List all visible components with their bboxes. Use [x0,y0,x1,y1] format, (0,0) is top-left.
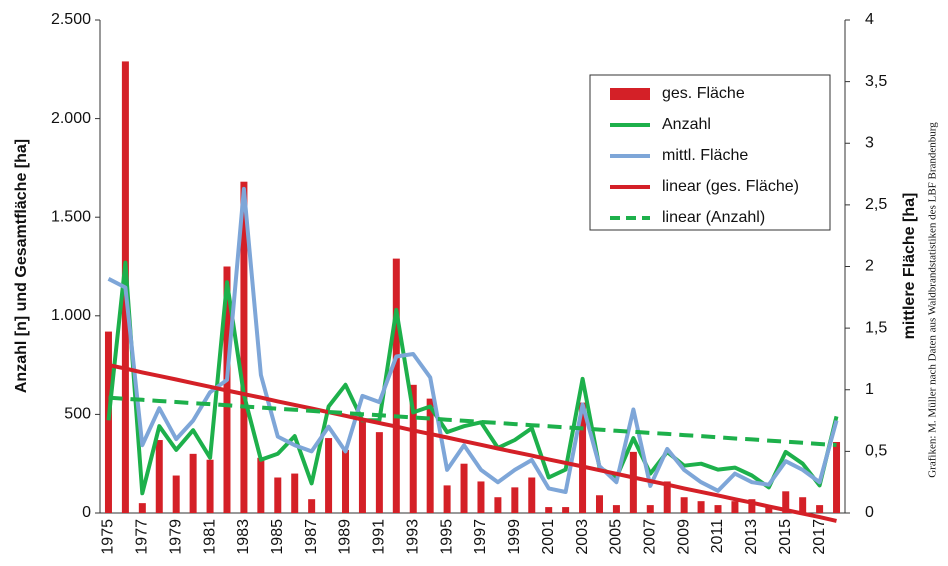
y-tick-label: 500 [64,406,91,423]
source-note: Grafiken: M. Müller nach Daten aus Waldb… [927,122,939,478]
x-tick-label: 1993 [404,519,421,555]
y2-tick-label: 3,5 [865,73,887,90]
y2-tick-label: 4 [865,11,874,28]
x-tick-label: 1991 [371,519,388,555]
bar [172,475,180,513]
x-tick-label: 1985 [269,519,286,555]
bar [833,442,841,513]
bar [680,497,688,513]
y2-axis-label: mittlere Fläche [ha] [901,193,918,340]
bar [612,505,620,513]
legend-label: linear (Anzahl) [662,209,765,226]
bar [443,485,451,513]
bar [528,477,536,513]
bar [189,453,197,513]
line-series [106,260,839,496]
bar [325,438,333,513]
y2-tick-label: 0,5 [865,443,887,460]
legend-label: Anzahl [662,116,711,133]
legend-label: mittl. Fläche [662,147,748,164]
y2-tick-label: 2 [865,258,874,275]
x-tick-label: 1983 [235,519,252,555]
x-tick-label: 2009 [675,519,692,555]
bar [816,505,824,513]
bar [782,491,790,513]
bar [663,481,671,513]
x-tick-label: 2005 [608,519,625,555]
line-series [107,186,839,494]
y2-tick-label: 1 [865,381,874,398]
y-tick-label: 0 [82,504,91,521]
bar [579,402,587,513]
y2-tick-label: 1,5 [865,319,887,336]
bar [629,451,637,513]
legend-box [589,74,831,231]
x-tick-label: 2001 [540,519,557,555]
bar [477,481,485,513]
bar [274,477,282,513]
bar [731,501,739,513]
x-tick-label: 1975 [100,519,117,555]
bar [595,495,603,513]
bar [392,258,400,513]
bar [291,473,299,513]
line-series [108,395,837,447]
x-tick-label: 1995 [438,519,455,555]
y2-tick-label: 3 [865,134,874,151]
x-tick-label: 1987 [303,519,320,555]
y-tick-label: 1.500 [51,208,91,225]
bar [765,507,773,513]
bar [799,497,807,513]
bar [257,457,265,513]
x-tick-label: 1979 [167,519,184,555]
x-tick-label: 2017 [811,519,828,555]
bar [308,499,316,513]
y-tick-label: 2.000 [51,110,91,127]
bar [511,487,519,513]
x-tick-label: 1977 [134,519,151,555]
x-tick-label: 1999 [506,519,523,555]
bar [138,503,146,513]
bar [155,440,163,513]
y2-tick-label: 2,5 [865,196,887,213]
bar [375,432,383,513]
bar [460,463,468,513]
y-tick-label: 2.500 [51,11,91,28]
x-tick-label: 2015 [777,519,794,555]
bar [342,449,350,513]
legend-label: ges. Fläche [662,85,745,102]
y-tick-label: 1.000 [51,307,91,324]
x-tick-label: 1997 [472,519,489,555]
legend-label: linear (ges. Fläche) [662,178,799,195]
bar [358,420,366,513]
bar [409,384,417,513]
bar [562,507,570,513]
bar [426,398,434,513]
bar [545,507,553,513]
line-series [108,363,837,523]
bar [104,331,112,513]
bar [494,497,502,513]
x-tick-label: 1989 [337,519,354,555]
bar [697,501,705,513]
bar [240,181,248,514]
bar [646,505,654,513]
bar [714,505,722,513]
legend-swatch [610,88,650,100]
bar [748,499,756,513]
x-tick-label: 2013 [743,519,760,555]
x-tick-label: 1981 [201,519,218,555]
y-axis-label: Anzahl [n] und Gesamtfläche [ha] [13,139,30,393]
bar [206,459,214,513]
x-tick-label: 2003 [574,519,591,555]
legend: ges. Fläche Anzahl mittl. Fläche linear (ge… [589,74,831,231]
x-tick-label: 2007 [642,519,659,555]
y2-tick-label: 0 [865,504,874,521]
x-tick-label: 2011 [709,519,726,554]
